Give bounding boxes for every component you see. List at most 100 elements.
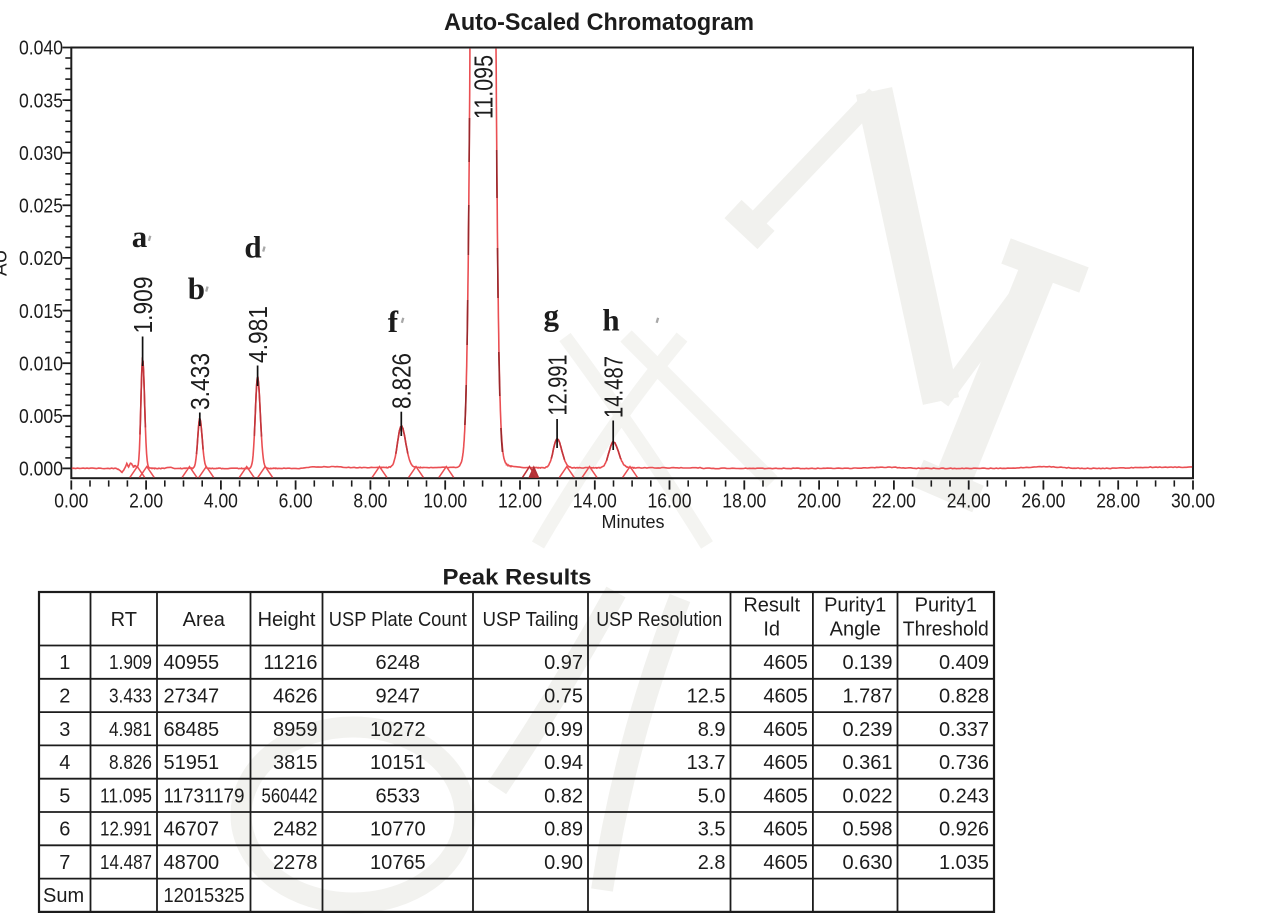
svg-text:Auto-Scaled Chromatogram: Auto-Scaled Chromatogram [444,9,754,36]
svg-text:Purity1: Purity1 [915,595,977,617]
svg-text:b: b [188,271,205,306]
svg-text:Area: Area [183,609,226,631]
svg-text:0.94: 0.94 [544,752,583,774]
svg-text:4605: 4605 [763,819,808,841]
svg-text:6533: 6533 [376,785,421,807]
svg-text:0.75: 0.75 [544,685,583,707]
svg-text:Height: Height [258,609,316,631]
svg-text:9247: 9247 [376,685,421,707]
svg-text:0.025: 0.025 [19,196,63,218]
svg-text:48700: 48700 [164,852,220,874]
svg-text:4.981: 4.981 [243,306,273,363]
svg-text:USP Tailing: USP Tailing [483,609,579,631]
svg-text:4.981: 4.981 [109,719,152,741]
svg-text:0.005: 0.005 [19,406,63,428]
svg-text:Purity1: Purity1 [824,595,886,617]
svg-text:8.826: 8.826 [387,353,417,409]
svg-text:0.337: 0.337 [939,719,989,741]
svg-text:f: f [388,304,399,339]
svg-text:Id: Id [763,618,780,640]
svg-text:14.00: 14.00 [573,491,617,513]
svg-text:USP Resolution: USP Resolution [596,609,722,631]
svg-text:0.000: 0.000 [19,459,63,481]
svg-text:0.361: 0.361 [842,752,892,774]
svg-text:12015325: 12015325 [164,885,245,907]
svg-text:Result: Result [743,595,800,617]
svg-text:1.035: 1.035 [939,852,989,874]
svg-text:1.787: 1.787 [842,685,892,707]
svg-text:11216: 11216 [263,652,317,674]
svg-text:0.598: 0.598 [842,819,892,841]
svg-text:h: h [602,303,619,338]
svg-text:1.909: 1.909 [109,652,152,674]
svg-text:51951: 51951 [164,752,220,774]
svg-text:14.487: 14.487 [100,852,152,874]
svg-text:40955: 40955 [164,652,220,674]
svg-text:0.040: 0.040 [19,38,63,60]
svg-text:8.826: 8.826 [109,752,152,774]
svg-text:0.020: 0.020 [19,248,63,270]
svg-text:Minutes: Minutes [601,512,664,532]
svg-text:g: g [544,297,560,332]
svg-text:USP Plate Count: USP Plate Count [329,609,467,631]
svg-text:0.022: 0.022 [842,785,892,807]
svg-text:7: 7 [59,852,70,874]
svg-text:6248: 6248 [376,652,421,674]
svg-text:4605: 4605 [763,852,808,874]
svg-text:27347: 27347 [164,685,220,707]
svg-text:0.010: 0.010 [19,353,63,375]
svg-text:0.82: 0.82 [544,785,583,807]
svg-text:3.5: 3.5 [698,819,726,841]
svg-text:4.00: 4.00 [204,491,238,513]
svg-text:AU: AU [0,250,12,276]
svg-text:4605: 4605 [763,785,808,807]
svg-text:10272: 10272 [370,719,426,741]
svg-text:0.97: 0.97 [544,652,583,674]
svg-text:0.030: 0.030 [19,143,63,165]
svg-text:4: 4 [59,752,70,774]
svg-text:4605: 4605 [763,752,808,774]
svg-text:3815: 3815 [273,752,318,774]
svg-text:10151: 10151 [370,752,426,774]
svg-text:68485: 68485 [164,719,220,741]
svg-text:Angle: Angle [830,618,881,640]
svg-text:22.00: 22.00 [872,491,916,513]
svg-text:4605: 4605 [763,719,808,741]
svg-text:3: 3 [59,719,70,741]
svg-text:0.243: 0.243 [939,785,989,807]
svg-text:3.433: 3.433 [109,685,152,707]
svg-text:0.926: 0.926 [939,819,989,841]
svg-text:0.035: 0.035 [19,90,63,112]
svg-text:10.00: 10.00 [423,491,467,513]
svg-text:0.239: 0.239 [842,719,892,741]
svg-text:d: d [244,230,261,265]
svg-text:10765: 10765 [370,852,426,874]
svg-text:12.991: 12.991 [100,819,152,841]
svg-text:2.00: 2.00 [129,491,163,513]
svg-text:0.409: 0.409 [939,652,989,674]
svg-text:28.00: 28.00 [1096,491,1140,513]
svg-text:0.90: 0.90 [544,852,583,874]
svg-text:0.630: 0.630 [842,852,892,874]
svg-text:8.9: 8.9 [698,719,726,741]
svg-text:0.99: 0.99 [544,719,583,741]
svg-text:560442: 560442 [262,785,318,807]
svg-text:8959: 8959 [273,719,318,741]
svg-text:3.433: 3.433 [185,353,215,410]
svg-text:a: a [132,219,148,254]
svg-text:12.5: 12.5 [687,685,726,707]
svg-text:2278: 2278 [273,852,318,874]
svg-text:2482: 2482 [273,819,318,841]
svg-text:2: 2 [59,685,70,707]
svg-text:0.828: 0.828 [939,685,989,707]
svg-text:Peak Results: Peak Results [443,565,592,590]
svg-text:5.0: 5.0 [698,785,726,807]
svg-text:4605: 4605 [763,652,808,674]
svg-text:1.909: 1.909 [128,277,158,334]
svg-text:4626: 4626 [273,685,318,707]
svg-text:4605: 4605 [763,685,808,707]
svg-text:Threshold: Threshold [903,618,989,640]
svg-text:24.00: 24.00 [947,491,991,513]
svg-text:5: 5 [59,785,70,807]
svg-text:0.736: 0.736 [939,752,989,774]
